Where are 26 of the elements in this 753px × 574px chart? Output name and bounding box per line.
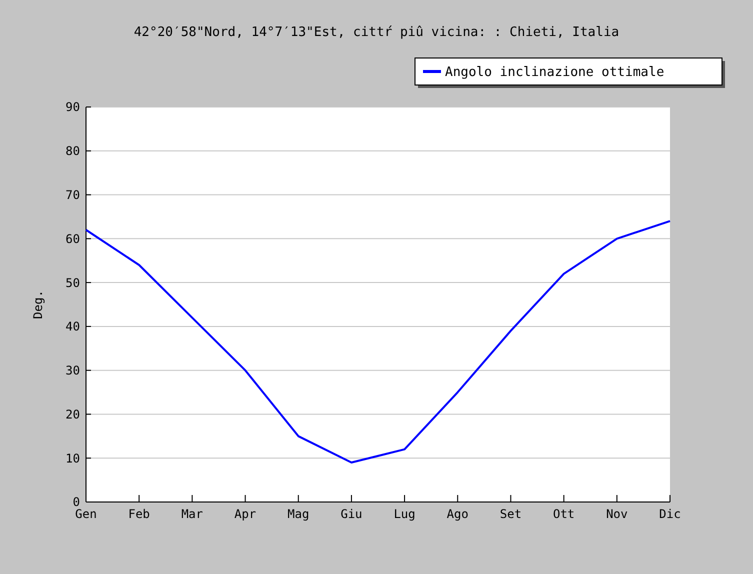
x-tick-label: Giu bbox=[340, 507, 362, 521]
y-tick-label: 60 bbox=[66, 232, 80, 246]
x-tick-label: Feb bbox=[128, 507, 150, 521]
chart-title: 42°20′58"Nord, 14°7′13"Est, cittŕ piû vicina: : Chieti, Italia bbox=[134, 25, 620, 40]
x-tick-label: Gen bbox=[75, 507, 97, 521]
line-series bbox=[85, 220, 671, 464]
y-tick-label: 30 bbox=[66, 364, 80, 378]
y-tick-label: 80 bbox=[66, 144, 80, 158]
x-tick-label: Dic bbox=[659, 507, 681, 521]
y-tick-label: 90 bbox=[66, 100, 80, 114]
x-tick-label: Lug bbox=[394, 507, 416, 521]
y-tick-label: 50 bbox=[66, 276, 80, 290]
x-tick-label: Ott bbox=[552, 507, 575, 521]
y-axis-title: Deg. bbox=[31, 290, 45, 319]
y-tick-label: 20 bbox=[66, 407, 80, 422]
x-tick-label: Apr bbox=[234, 507, 256, 521]
y-tick-label: 0 bbox=[72, 495, 80, 510]
legend-label: Angolo inclinazione ottimale bbox=[445, 65, 664, 80]
y-tick-label: 70 bbox=[66, 188, 80, 202]
x-tick-label: Nov bbox=[606, 507, 628, 521]
x-tick-label: Set bbox=[500, 507, 522, 521]
y-tick-label: 10 bbox=[66, 451, 80, 466]
y-tick-label: 40 bbox=[66, 320, 80, 334]
x-tick-label: Ago bbox=[446, 507, 468, 521]
x-tick-label: Mar bbox=[181, 507, 204, 521]
x-tick-label: Mag bbox=[288, 507, 310, 521]
